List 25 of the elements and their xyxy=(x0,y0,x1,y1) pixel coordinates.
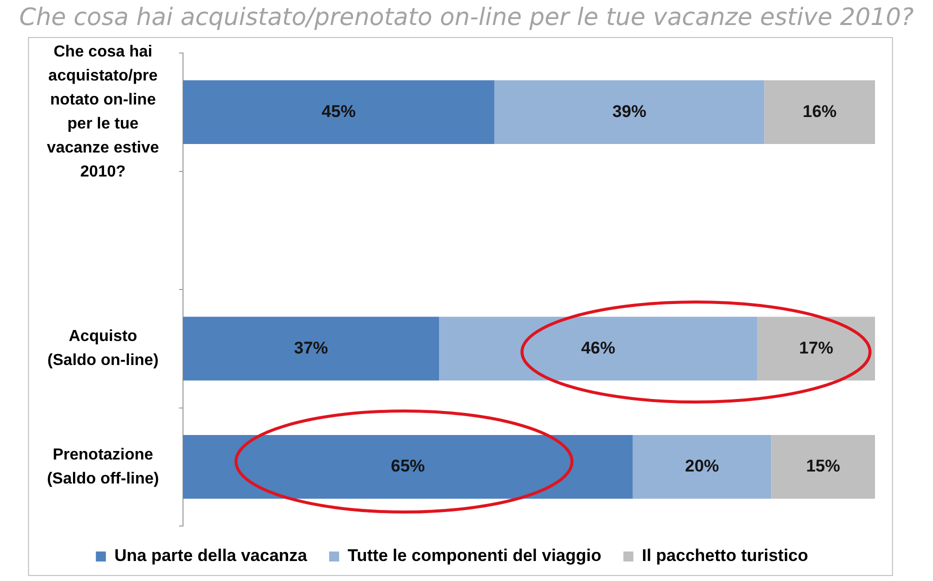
bar xyxy=(764,80,875,144)
data-label: 15% xyxy=(806,456,840,476)
bar xyxy=(439,316,758,381)
bar xyxy=(771,434,875,499)
legend-label: Tutte le componenti del viaggio xyxy=(348,546,602,566)
data-label: 16% xyxy=(802,102,837,121)
y-tick-label: Acquisto (Saldo on-line) xyxy=(47,328,159,370)
bar xyxy=(757,316,875,381)
data-label: 46% xyxy=(581,338,616,358)
data-label: 45% xyxy=(322,102,356,121)
bar xyxy=(183,316,440,381)
y-tick-label: Prenotazione (Saldo off-line) xyxy=(46,446,159,488)
y-tick-label: Che cosa hai acquistato/prenotato on-line per le tue vacanze estive 2010? xyxy=(46,44,160,181)
legend-label: Il pacchetto turistico xyxy=(642,546,808,566)
data-label: 37% xyxy=(294,338,328,358)
data-label: 39% xyxy=(612,102,646,121)
data-label: 17% xyxy=(799,338,834,358)
legend-label: Una parte della vacanza xyxy=(114,546,308,566)
data-label: 65% xyxy=(390,456,425,476)
bar xyxy=(494,80,764,144)
chart-title: Che cosa hai acquistato/prenotato on-line per le tue vacanze estive 2010? xyxy=(18,2,915,33)
bar xyxy=(632,434,772,499)
bar xyxy=(183,434,633,499)
bar xyxy=(183,80,494,144)
data-label: 20% xyxy=(684,456,720,476)
